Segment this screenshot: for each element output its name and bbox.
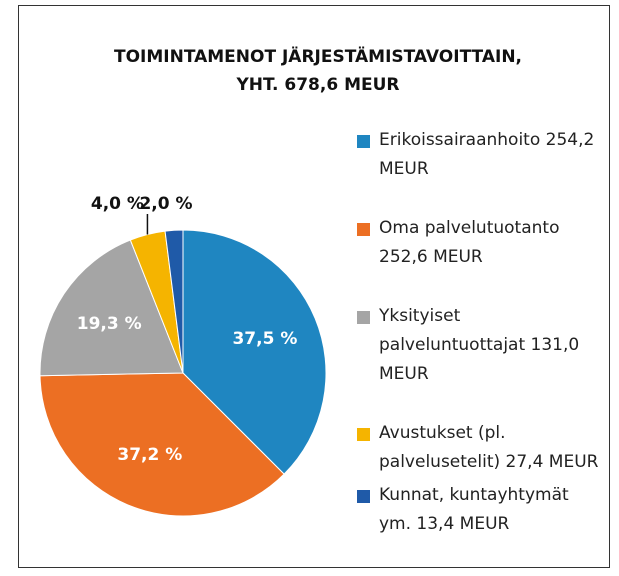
data-label: 4,0 % — [91, 194, 144, 214]
legend-item: Avustukset (pl. palvelusetelit) 27,4 MEU… — [357, 419, 602, 477]
data-label: 2,0 % — [139, 194, 192, 214]
data-label: 37,5 % — [232, 329, 297, 349]
legend: Erikoissairaanhoito 254,2 MEUR Oma palvel… — [357, 126, 602, 543]
pie-slice — [39, 372, 285, 517]
legend-label: Kunnat, kuntayhtymät ym. 13,4 MEUR — [379, 485, 569, 534]
legend-swatch — [357, 428, 370, 441]
data-label: 19,3 % — [77, 314, 142, 334]
legend-label: Avustukset (pl. palvelusetelit) 27,4 MEU… — [379, 423, 599, 472]
frame — [18, 5, 610, 568]
chart-title: YHT. 678,6 MEUR — [235, 75, 399, 95]
legend-label: Oma palvelutuotanto 252,6 MEUR — [379, 218, 560, 267]
legend-label: Yksityiset palveluntuottajat 131,0 MEUR — [379, 306, 580, 384]
legend-swatch — [357, 490, 370, 503]
legend-item: Kunnat, kuntayhtymät ym. 13,4 MEUR — [357, 481, 602, 539]
legend-label: Erikoissairaanhoito 254,2 MEUR — [379, 130, 595, 179]
pie-slice — [182, 229, 327, 475]
legend-swatch — [357, 311, 370, 324]
legend-item: Erikoissairaanhoito 254,2 MEUR — [357, 126, 602, 184]
legend-swatch — [357, 135, 370, 148]
pie-slice — [39, 239, 184, 377]
legend-item: Oma palvelutuotanto 252,6 MEUR — [357, 214, 602, 272]
data-label: 37,2 % — [117, 445, 182, 465]
pie-slice — [164, 229, 184, 374]
legend-swatch — [357, 223, 370, 236]
legend-item: Yksityiset palveluntuottajat 131,0 MEUR — [357, 302, 602, 389]
chart-title: TOIMINTAMENOT JÄRJESTÄMISTAVOITTAIN, — [114, 45, 522, 67]
